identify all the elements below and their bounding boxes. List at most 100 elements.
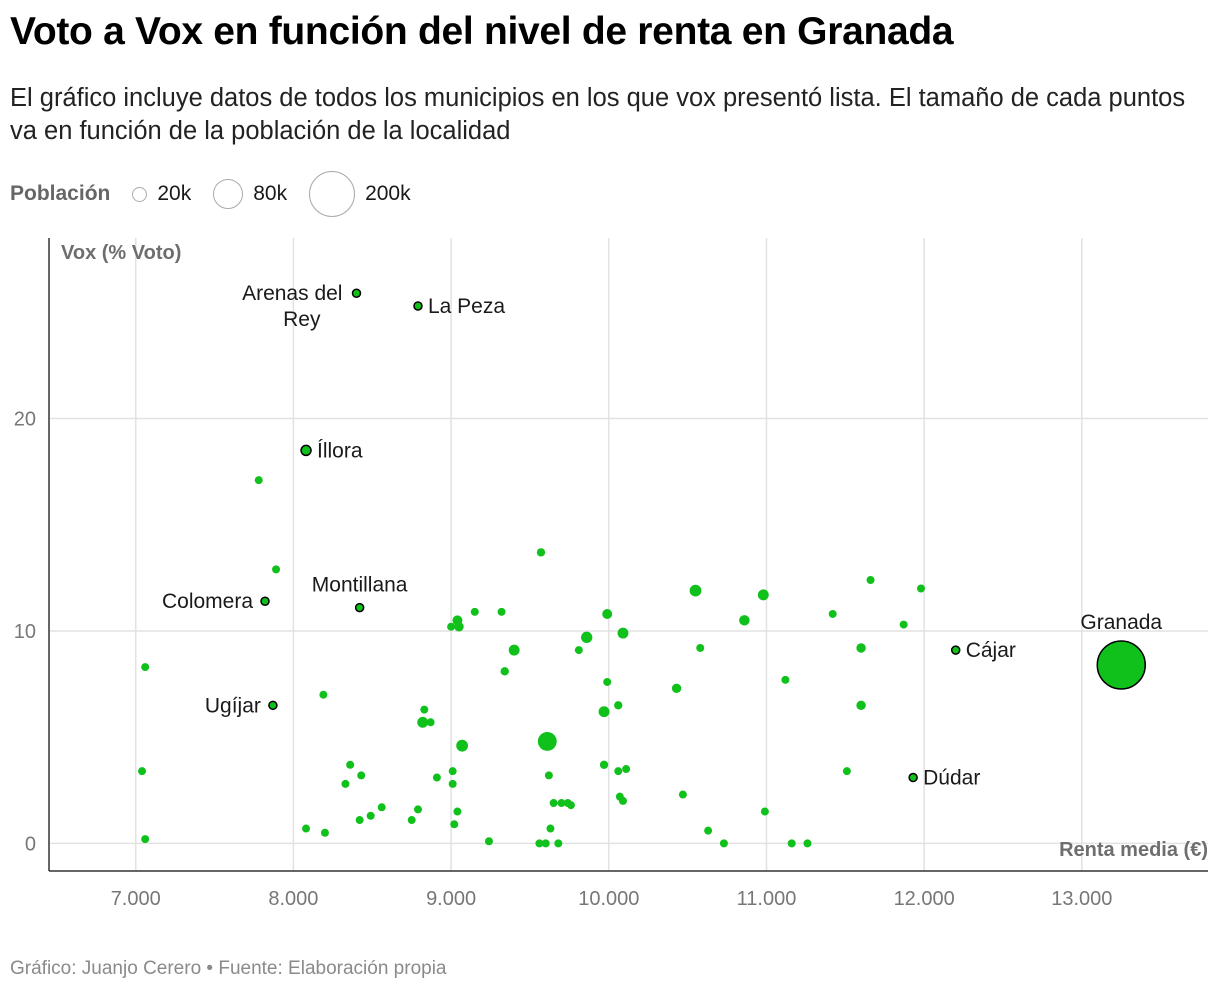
highlighted-data-point — [268, 700, 278, 711]
data-point — [536, 548, 546, 557]
data-point — [622, 765, 631, 774]
data-point — [320, 828, 329, 837]
data-point — [346, 760, 355, 769]
data-point — [856, 643, 866, 653]
data-point — [448, 779, 457, 788]
data-point — [484, 837, 493, 846]
data-point — [866, 575, 875, 584]
data-point — [500, 667, 509, 676]
data-point — [856, 700, 866, 711]
x-tick-label: 9.000 — [426, 888, 476, 910]
size-legend-label-large: 200k — [365, 182, 411, 205]
data-point — [420, 705, 429, 714]
data-point — [302, 824, 311, 833]
size-legend-circle-large — [309, 171, 356, 217]
data-point — [357, 771, 366, 780]
data-point — [508, 644, 520, 656]
data-point — [574, 646, 583, 655]
point-label: Granada — [1080, 611, 1162, 634]
data-point — [450, 820, 459, 829]
scatter-chart: 7.000 8.000 9.000 10.000 11.000 12.000 13.000 0… — [14, 238, 1208, 910]
data-point — [557, 799, 566, 808]
data-point — [141, 835, 150, 844]
data-point — [842, 767, 851, 776]
data-point — [581, 631, 593, 644]
highlighted-data-point — [351, 288, 362, 298]
size-legend-item-large: 200k — [309, 171, 411, 217]
data-point — [602, 608, 613, 619]
data-point — [899, 620, 908, 629]
data-point — [618, 796, 627, 805]
data-point — [541, 839, 550, 848]
data-point — [563, 799, 572, 808]
highlighted-data-point — [354, 602, 365, 613]
point-label-layer: Arenas del Rey La Peza Íllora Colomera Montil… — [162, 282, 1162, 789]
data-point — [828, 609, 837, 618]
data-point — [678, 790, 687, 799]
point-label: Cájar — [966, 639, 1016, 662]
data-point — [603, 677, 612, 686]
data-point — [689, 584, 702, 597]
data-point — [803, 839, 812, 848]
data-point — [787, 839, 796, 848]
data-point — [757, 589, 769, 601]
chart-title: Voto a Vox en función del nivel de renta… — [10, 10, 954, 53]
data-point — [454, 621, 464, 632]
data-point — [432, 773, 441, 782]
data-point — [696, 643, 705, 652]
data-point — [272, 565, 281, 574]
point-layer — [138, 288, 1147, 848]
data-point — [599, 760, 609, 769]
x-tick-label: 11.000 — [737, 888, 797, 910]
size-legend-circle-medium — [213, 179, 244, 209]
size-legend-title: Población — [10, 182, 111, 205]
size-legend-label-medium: 80k — [253, 182, 288, 205]
highlighted-data-point — [950, 645, 961, 655]
data-point — [671, 683, 682, 694]
data-point — [497, 607, 506, 616]
data-point — [377, 803, 386, 812]
data-point — [544, 771, 553, 780]
data-point — [614, 767, 623, 776]
size-legend-item-small: 20k — [132, 182, 191, 206]
data-point — [781, 675, 790, 684]
data-point — [366, 811, 375, 820]
size-legend: Población 20k 80k 200k — [10, 168, 433, 220]
point-label: Dúdar — [923, 767, 980, 790]
footer-credit: Gráfico: Juanjo Cerero • Fuente: Elabora… — [10, 958, 447, 979]
data-point — [554, 839, 563, 848]
data-point — [549, 799, 558, 808]
size-legend-label-small: 20k — [157, 182, 192, 205]
data-point — [447, 622, 456, 631]
x-tick-label: 7.000 — [111, 888, 161, 910]
point-label: Íllora — [317, 439, 363, 462]
data-point — [535, 839, 544, 848]
point-label: Ugíjar — [205, 694, 261, 717]
point-label: Arenas del Rey — [242, 282, 342, 331]
data-point — [546, 824, 555, 833]
point-label: Colomera — [162, 590, 253, 613]
data-point — [407, 816, 416, 825]
point-label: La Peza — [428, 295, 505, 318]
point-label: Montillana — [312, 574, 408, 597]
data-point — [614, 701, 623, 710]
data-point — [760, 807, 769, 816]
highlighted-data-point — [413, 301, 423, 311]
y-axis-label: Vox (% Voto) — [61, 242, 181, 264]
y-tick-label: 10 — [14, 621, 36, 643]
highlighted-data-point — [300, 444, 312, 457]
data-point — [470, 607, 479, 616]
x-tick-label: 8.000 — [268, 888, 318, 910]
data-point — [917, 584, 926, 593]
data-point — [355, 816, 364, 825]
data-point — [341, 779, 350, 788]
data-point — [413, 805, 422, 814]
data-point — [456, 739, 469, 752]
data-point — [537, 731, 557, 751]
data-point — [426, 718, 435, 727]
data-point — [719, 839, 728, 848]
y-tick-label: 20 — [14, 409, 36, 431]
data-point — [448, 767, 457, 776]
axis-layer: 7.000 8.000 9.000 10.000 11.000 12.000 13.000 0… — [14, 238, 1208, 910]
highlighted-data-point — [908, 772, 918, 783]
